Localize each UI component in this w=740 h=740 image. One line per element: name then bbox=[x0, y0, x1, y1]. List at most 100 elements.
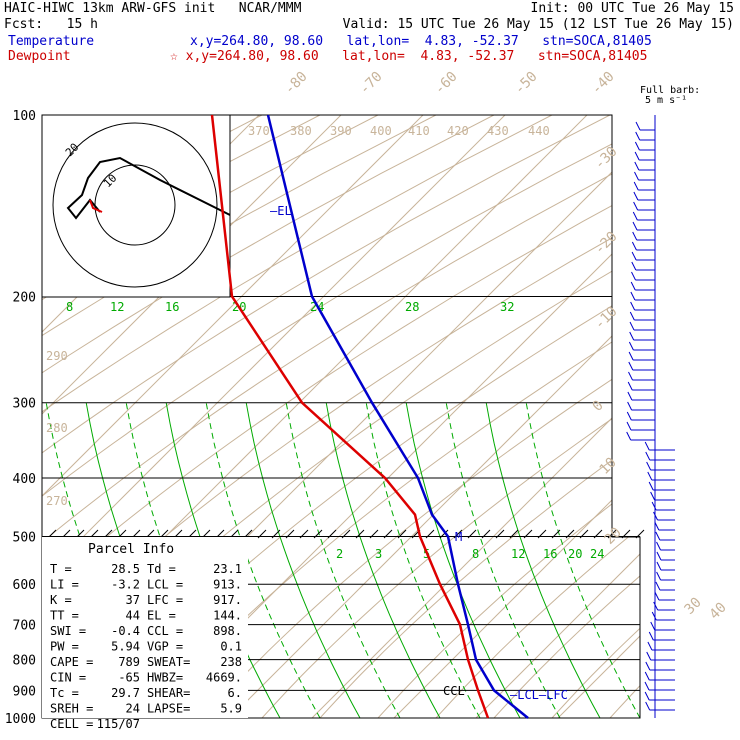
isotherm-label: 20 bbox=[602, 525, 625, 548]
wind-barb-flag bbox=[627, 391, 633, 401]
theta-label: 280 bbox=[46, 421, 68, 435]
wind-barb-flag bbox=[644, 681, 650, 691]
isotherm bbox=[311, 115, 640, 718]
wind-barb-flag bbox=[644, 441, 650, 451]
wind-barb-flag bbox=[656, 571, 662, 581]
wind-barb-flag bbox=[635, 131, 641, 141]
hatch-tick bbox=[355, 529, 365, 539]
hatch-tick bbox=[215, 529, 225, 539]
hatch-tick bbox=[173, 529, 183, 539]
mixing-ratio-label: 16 bbox=[165, 300, 179, 314]
hatch-tick bbox=[551, 529, 561, 539]
isotherm bbox=[147, 115, 640, 718]
hatch-tick bbox=[537, 529, 547, 539]
parcel-key: HWBZ= bbox=[147, 671, 183, 685]
wind-barb-flag bbox=[650, 621, 656, 631]
wind-barb-flag bbox=[632, 221, 638, 231]
hodograph-ring-outer bbox=[52, 122, 218, 288]
wind-barb-flag bbox=[656, 541, 662, 551]
parcel-key: SWI = bbox=[50, 624, 86, 638]
isotherm-label: -20 bbox=[592, 229, 621, 258]
theta-label: 440 bbox=[528, 124, 550, 138]
wind-barb-flag bbox=[628, 361, 634, 371]
hatch-tick bbox=[131, 529, 141, 539]
wind-barb-flag bbox=[647, 641, 653, 651]
isotherm bbox=[42, 115, 424, 718]
mixing-ratio-label: 24 bbox=[590, 547, 604, 561]
forecast-hour: Fcst: 15 h bbox=[4, 17, 98, 32]
wind-barb-flag bbox=[630, 301, 636, 311]
wind-barb-flag bbox=[626, 431, 632, 441]
isotherm bbox=[475, 115, 640, 718]
hatch-tick bbox=[439, 529, 449, 539]
dry-adiabat bbox=[42, 115, 640, 718]
parcel-value: 238 bbox=[220, 655, 242, 669]
parcel-value: 23.1 bbox=[213, 562, 242, 576]
dry-adiabat bbox=[493, 115, 640, 718]
hodograph-trace bbox=[66, 156, 231, 220]
pressure-tick-label: 900 bbox=[13, 684, 36, 699]
theta-label: 380 bbox=[290, 124, 312, 138]
parcel-key: VGP = bbox=[147, 640, 183, 654]
theta-label: 410 bbox=[408, 124, 430, 138]
hatch-tick bbox=[299, 529, 309, 539]
dewpoint-legend: Dewpoint bbox=[8, 49, 71, 64]
wind-barb-flag bbox=[646, 461, 652, 471]
parcel-key: T = bbox=[50, 562, 72, 576]
pressure-tick-label: 300 bbox=[13, 397, 36, 412]
isotherm-label: -60 bbox=[432, 69, 461, 98]
wind-barb-flag bbox=[648, 631, 654, 641]
hatch-tick bbox=[47, 529, 57, 539]
parcel-key: K = bbox=[50, 593, 72, 607]
hatch-tick bbox=[103, 529, 113, 539]
wind-barb-flag bbox=[648, 481, 654, 491]
hatch-tick bbox=[61, 529, 71, 539]
wind-barb-flag bbox=[628, 341, 634, 351]
parcel-key: Td = bbox=[147, 562, 176, 576]
pressure-tick-label: 500 bbox=[13, 530, 36, 545]
hatch-tick bbox=[159, 529, 169, 539]
valid-time: Valid: 15 UTC Tue 26 May 15 (12 LST Tue … bbox=[342, 17, 734, 32]
isotherm-label: 40 bbox=[707, 600, 730, 623]
parcel-value: 913. bbox=[213, 578, 242, 592]
parcel-value: 6. bbox=[228, 686, 242, 700]
dry-adiabat bbox=[261, 115, 640, 718]
moist-adiabat bbox=[245, 402, 361, 718]
hatch-tick bbox=[481, 529, 491, 539]
wind-barb-flag bbox=[651, 611, 657, 621]
ccl-label: CCL bbox=[443, 684, 465, 698]
hatch-tick bbox=[327, 529, 337, 539]
dry-adiabat bbox=[42, 115, 553, 718]
parcel-key: SWEAT= bbox=[147, 655, 190, 669]
mixing-ratio-label: 12 bbox=[511, 547, 525, 561]
hatch-tick bbox=[495, 529, 505, 539]
moist-adiabat bbox=[445, 402, 561, 718]
temperature-legend: Temperature bbox=[8, 34, 95, 49]
parcel-key: CAPE = bbox=[50, 655, 93, 669]
mixing-ratio-label: 20 bbox=[568, 547, 582, 561]
wind-barb-flag bbox=[645, 701, 651, 711]
temperature-location: x,y=264.80, 98.60 lat,lon= 4.83, -52.37 … bbox=[190, 34, 652, 49]
moist-adiabat bbox=[365, 402, 481, 718]
dewpoint-profile bbox=[210, 114, 490, 719]
isotherm bbox=[229, 115, 640, 718]
wind-barb-flag bbox=[655, 581, 661, 591]
mixing-ratio-label: 2 bbox=[336, 547, 343, 561]
hatch-tick bbox=[453, 529, 463, 539]
wind-barb-flag bbox=[630, 281, 636, 291]
parcel-title: Parcel Info bbox=[88, 542, 174, 557]
isotherm bbox=[557, 115, 640, 718]
wind-barb-flag bbox=[656, 551, 662, 561]
model-title: HAIC-HIWC 13km ARW-GFS init NCAR/MMM bbox=[4, 1, 302, 16]
mixing-ratio-label: 32 bbox=[500, 300, 514, 314]
hatch-tick bbox=[145, 529, 155, 539]
wind-barb-flag bbox=[633, 181, 639, 191]
parcel-key: LI = bbox=[50, 578, 79, 592]
dry-adiabat bbox=[668, 115, 740, 718]
barb-legend-unit: 5 m s⁻¹ bbox=[645, 95, 688, 106]
mixing-ratio-label: 12 bbox=[110, 300, 124, 314]
hodograph-frame bbox=[41, 114, 231, 298]
mixing-ratio-label: 28 bbox=[405, 300, 419, 314]
wind-barb-flag bbox=[653, 511, 658, 521]
